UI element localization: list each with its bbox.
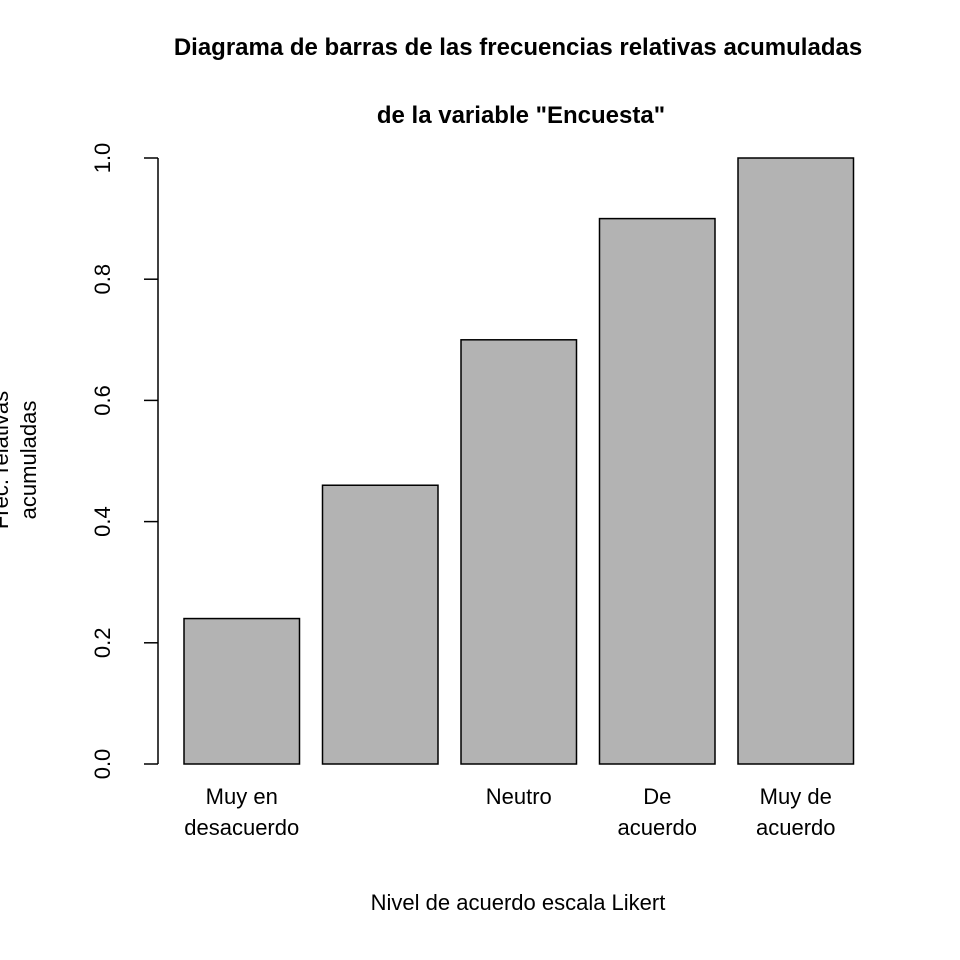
bar — [183, 617, 301, 765]
y-tick-label: 1.0 — [90, 143, 115, 174]
y-axis-label-line-1: Frec. relativas — [0, 391, 13, 529]
x-tick-label: Muy de — [760, 784, 832, 809]
bars — [183, 157, 855, 765]
x-tick-label: desacuerdo — [184, 815, 299, 840]
x-tick-labels: Muy en desacuerdo Neutro De acuerdo Muy de acu… — [184, 784, 835, 840]
y-axis-label: Frec. relativas acumuladas — [0, 391, 41, 529]
y-axis-label-line-2: acumuladas — [16, 401, 41, 520]
y-tick-label: 0.4 — [90, 506, 115, 537]
chart-title: Diagrama de barras de las frecuencias re… — [174, 34, 862, 129]
y-axis: 0.0 0.2 0.4 0.6 0.8 1.0 — [90, 143, 159, 780]
y-tick-label: 0.0 — [90, 749, 115, 780]
x-tick-label: Neutro — [486, 784, 552, 809]
chart-title-line-1: Diagrama de barras de las frecuencias re… — [174, 34, 862, 61]
x-tick-label: De — [643, 784, 671, 809]
x-tick-label: acuerdo — [617, 815, 697, 840]
bar — [321, 484, 439, 765]
bar — [598, 217, 716, 765]
bar — [737, 157, 855, 765]
y-tick-label: 0.8 — [90, 264, 115, 295]
x-tick-label: Muy en — [206, 784, 278, 809]
y-tick-label: 0.2 — [90, 628, 115, 659]
chart-title-line-2: de la variable "Encuesta" — [377, 102, 665, 129]
y-tick-label: 0.6 — [90, 385, 115, 416]
x-tick-label: acuerdo — [756, 815, 836, 840]
x-axis-label: Nivel de acuerdo escala Likert — [371, 890, 666, 915]
bar — [460, 339, 578, 765]
